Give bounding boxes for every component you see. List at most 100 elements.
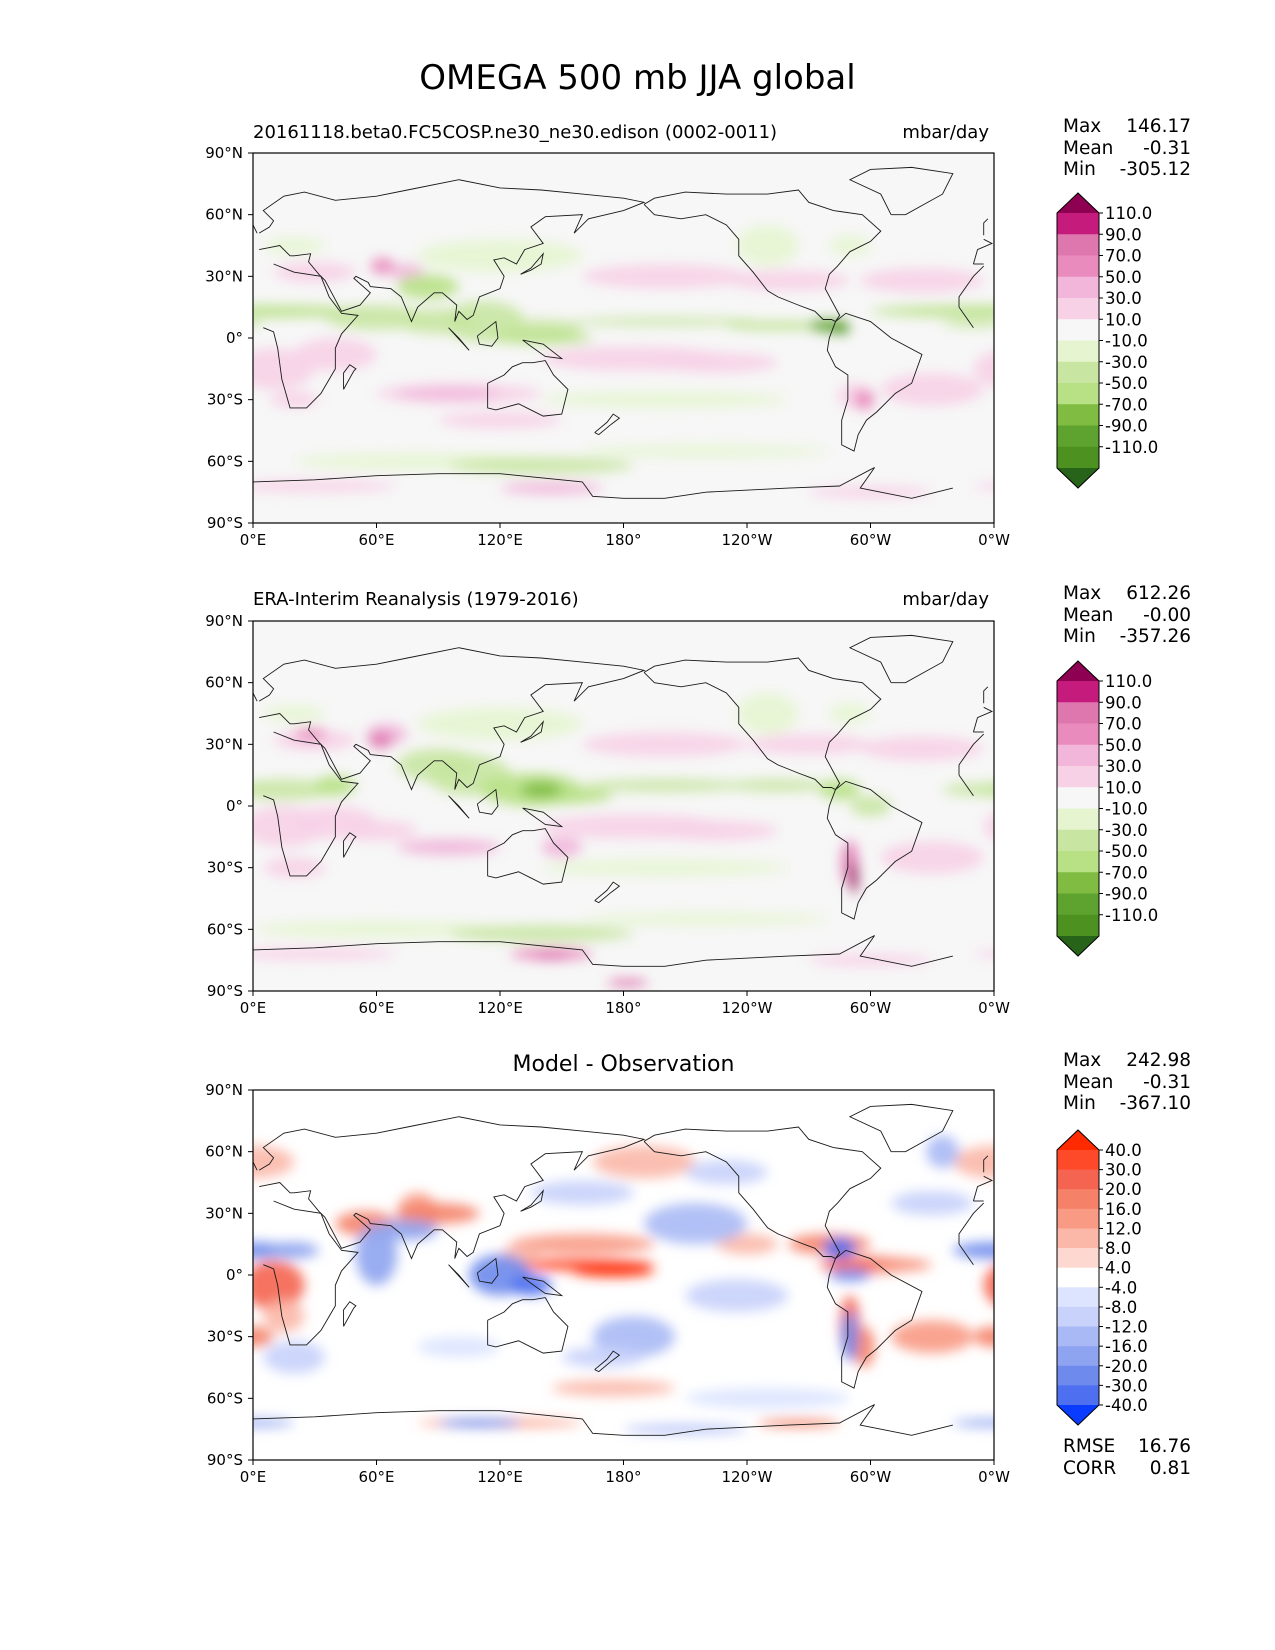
coastline bbox=[487, 1297, 569, 1354]
field-anomaly bbox=[849, 795, 892, 817]
field-anomaly bbox=[520, 781, 562, 798]
field-anomaly bbox=[263, 857, 326, 878]
field-anomaly bbox=[747, 734, 871, 755]
panel-1-left-title: 20161118.beta0.FC5COSP.ne30_ne30.edison … bbox=[253, 122, 778, 143]
stat-max: Max 612.26 bbox=[1063, 583, 1191, 604]
coastline bbox=[848, 1103, 954, 1153]
colorbar-label: -20.0 bbox=[1105, 1357, 1148, 1376]
field-anomaly bbox=[942, 319, 994, 328]
x-tick-label: 120°E bbox=[477, 1468, 523, 1486]
field-anomaly bbox=[736, 692, 799, 735]
x-tick-label: 120°W bbox=[722, 1468, 773, 1486]
field-anomaly bbox=[269, 1242, 319, 1259]
field-anomaly bbox=[860, 268, 984, 293]
field-anomaly bbox=[510, 1233, 655, 1255]
field-anomaly bbox=[757, 1418, 840, 1428]
field-anomaly bbox=[489, 331, 593, 345]
field-anomaly bbox=[860, 736, 984, 761]
coastlines bbox=[253, 166, 994, 499]
y-tick-label: 90°S bbox=[207, 1451, 243, 1469]
field-anomaly bbox=[829, 703, 871, 724]
stat-rmse: RMSE 16.76 bbox=[1063, 1436, 1191, 1457]
x-tick-label: 180° bbox=[605, 531, 641, 549]
x-tick-label: 120°W bbox=[722, 999, 773, 1017]
field-anomaly bbox=[551, 1379, 675, 1397]
colorbar-segment bbox=[1057, 319, 1099, 341]
coastline bbox=[520, 252, 545, 275]
colorbar-label: 70.0 bbox=[1105, 247, 1142, 266]
colorbar-segment bbox=[1057, 766, 1099, 788]
colorbar-label: 30.0 bbox=[1105, 757, 1142, 776]
coastlines bbox=[253, 634, 994, 967]
y-tick-label: 30°S bbox=[207, 1328, 243, 1346]
field-anomaly-wrap bbox=[952, 1242, 994, 1259]
coastline bbox=[643, 1126, 882, 1260]
panel-1-units: mbar/day bbox=[902, 122, 989, 143]
colorbar-label: 110.0 bbox=[1105, 204, 1152, 223]
coastline bbox=[253, 1161, 258, 1171]
stat-mean: Mean -0.00 bbox=[1063, 604, 1191, 626]
x-tick-label: 180° bbox=[605, 1468, 641, 1486]
field-anomaly bbox=[654, 352, 778, 373]
colorbar-segment bbox=[1057, 1189, 1099, 1210]
field-anomaly bbox=[870, 1258, 933, 1271]
field-anomaly-wrap bbox=[973, 949, 994, 959]
field-anomaly bbox=[541, 836, 583, 858]
colorbar-segment bbox=[1057, 872, 1099, 894]
y-tick-label: 30°S bbox=[207, 391, 243, 409]
field-anomaly bbox=[592, 1145, 696, 1179]
x-tick-label: 0°W bbox=[978, 999, 1010, 1017]
colorbar-label: 50.0 bbox=[1105, 268, 1142, 287]
coastline bbox=[958, 265, 985, 308]
field-anomaly bbox=[253, 779, 336, 800]
coastline bbox=[476, 1257, 499, 1284]
field-anomaly-wrap bbox=[870, 305, 994, 318]
field-anomaly bbox=[541, 391, 789, 408]
coastline bbox=[343, 832, 357, 858]
coastline bbox=[594, 413, 621, 436]
field-anomaly bbox=[263, 1340, 326, 1374]
map-panel-1: 0°E 60°E 120°E 180° 120°W 60°W 0°W 90°N 60°N 30°N… bbox=[205, 144, 1010, 549]
colorbar-label: -50.0 bbox=[1105, 842, 1148, 861]
colorbar-segment bbox=[1057, 1248, 1099, 1269]
coastline bbox=[258, 179, 646, 323]
colorbar-label: -70.0 bbox=[1105, 395, 1148, 414]
colorbar-segment bbox=[1057, 340, 1099, 363]
y-tick-label: 0° bbox=[226, 1266, 243, 1284]
field-anomaly-wrap bbox=[983, 812, 994, 841]
coastline bbox=[253, 473, 624, 499]
coastline bbox=[258, 647, 646, 791]
y-tick-label: 60°N bbox=[205, 674, 243, 692]
field-anomaly bbox=[582, 264, 748, 289]
x-tick-label: 0°W bbox=[978, 531, 1010, 549]
coastline bbox=[826, 780, 923, 920]
colorbar-label: 30.0 bbox=[1105, 289, 1142, 308]
y-tick-label: 90°S bbox=[207, 982, 243, 1000]
colorbar-label: -30.0 bbox=[1105, 1376, 1148, 1395]
colorbar-label: 10.0 bbox=[1105, 778, 1142, 797]
x-tick-label: 60°E bbox=[358, 531, 394, 549]
panel-2-units: mbar/day bbox=[902, 589, 989, 610]
colorbar-label: -110.0 bbox=[1105, 438, 1158, 457]
colorbar-label: -30.0 bbox=[1105, 821, 1148, 840]
colorbar-label: -40.0 bbox=[1105, 1396, 1148, 1415]
colorbar-label: 40.0 bbox=[1105, 1141, 1142, 1160]
coastline bbox=[487, 360, 569, 417]
panel-3-extra-stats: RMSE 16.76 CORR 0.81 bbox=[1063, 1436, 1191, 1479]
colorbar-segment bbox=[1057, 276, 1099, 299]
x-tick-label: 60°E bbox=[358, 999, 394, 1017]
contour-field bbox=[253, 166, 994, 499]
field-anomaly-wrap bbox=[952, 1418, 994, 1428]
field-anomaly bbox=[368, 732, 393, 749]
panel-2-stats: Max 612.26 Mean -0.00 Min -357.26 bbox=[1063, 583, 1191, 648]
colorbar-label: -10.0 bbox=[1105, 332, 1148, 351]
coastline bbox=[253, 692, 258, 702]
x-tick-label: 60°W bbox=[850, 1468, 892, 1486]
colorbar-segment bbox=[1057, 446, 1099, 469]
y-tick-label: 60°S bbox=[207, 452, 243, 470]
coastline bbox=[476, 788, 499, 815]
field-anomaly bbox=[253, 1260, 305, 1310]
map-panel-2: 0°E 60°E 120°E 180° 120°W 60°W 0°W 90°N 60°N 30°N… bbox=[205, 612, 1010, 1017]
y-tick-label: 0° bbox=[226, 329, 243, 347]
stat-mean: Mean -0.31 bbox=[1063, 137, 1191, 159]
